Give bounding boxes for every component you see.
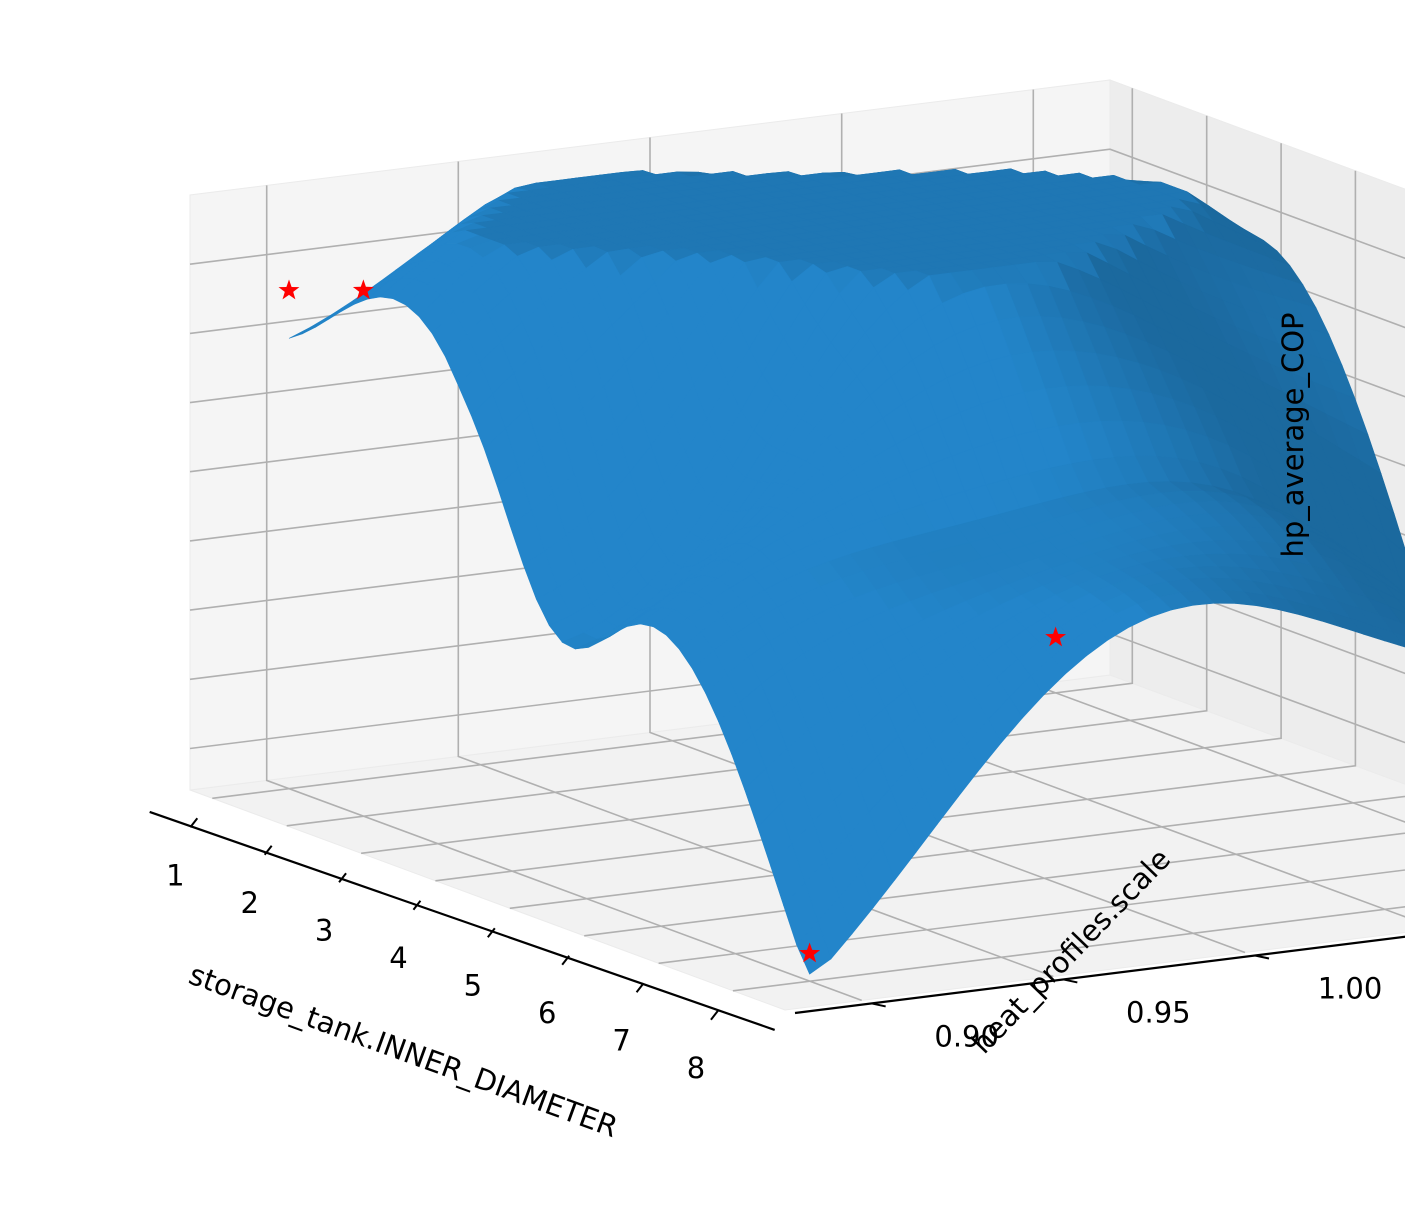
z-axis-label: hp_average_COP bbox=[1276, 312, 1310, 557]
x-tick-label: 3 bbox=[315, 913, 333, 947]
x-axis-label: storage_tank.INNER_DIAMETER bbox=[185, 957, 623, 1144]
x-tick bbox=[637, 983, 644, 992]
x-tick bbox=[711, 1011, 718, 1020]
x-tick-label: 6 bbox=[538, 996, 556, 1030]
x-tick-label: 1 bbox=[166, 858, 184, 892]
y-tick bbox=[1255, 956, 1269, 959]
x-tick bbox=[190, 818, 197, 827]
x-tick-label: 2 bbox=[240, 886, 258, 920]
y-tick bbox=[872, 1003, 886, 1006]
x-tick-label: 5 bbox=[464, 968, 482, 1002]
x-tick-label: 4 bbox=[389, 941, 407, 975]
x-tick-label: 8 bbox=[687, 1051, 705, 1085]
y-tick-label: 1.00 bbox=[1318, 972, 1383, 1006]
x-tick-label: 7 bbox=[612, 1023, 630, 1057]
y-tick-label: 0.95 bbox=[1126, 995, 1191, 1029]
